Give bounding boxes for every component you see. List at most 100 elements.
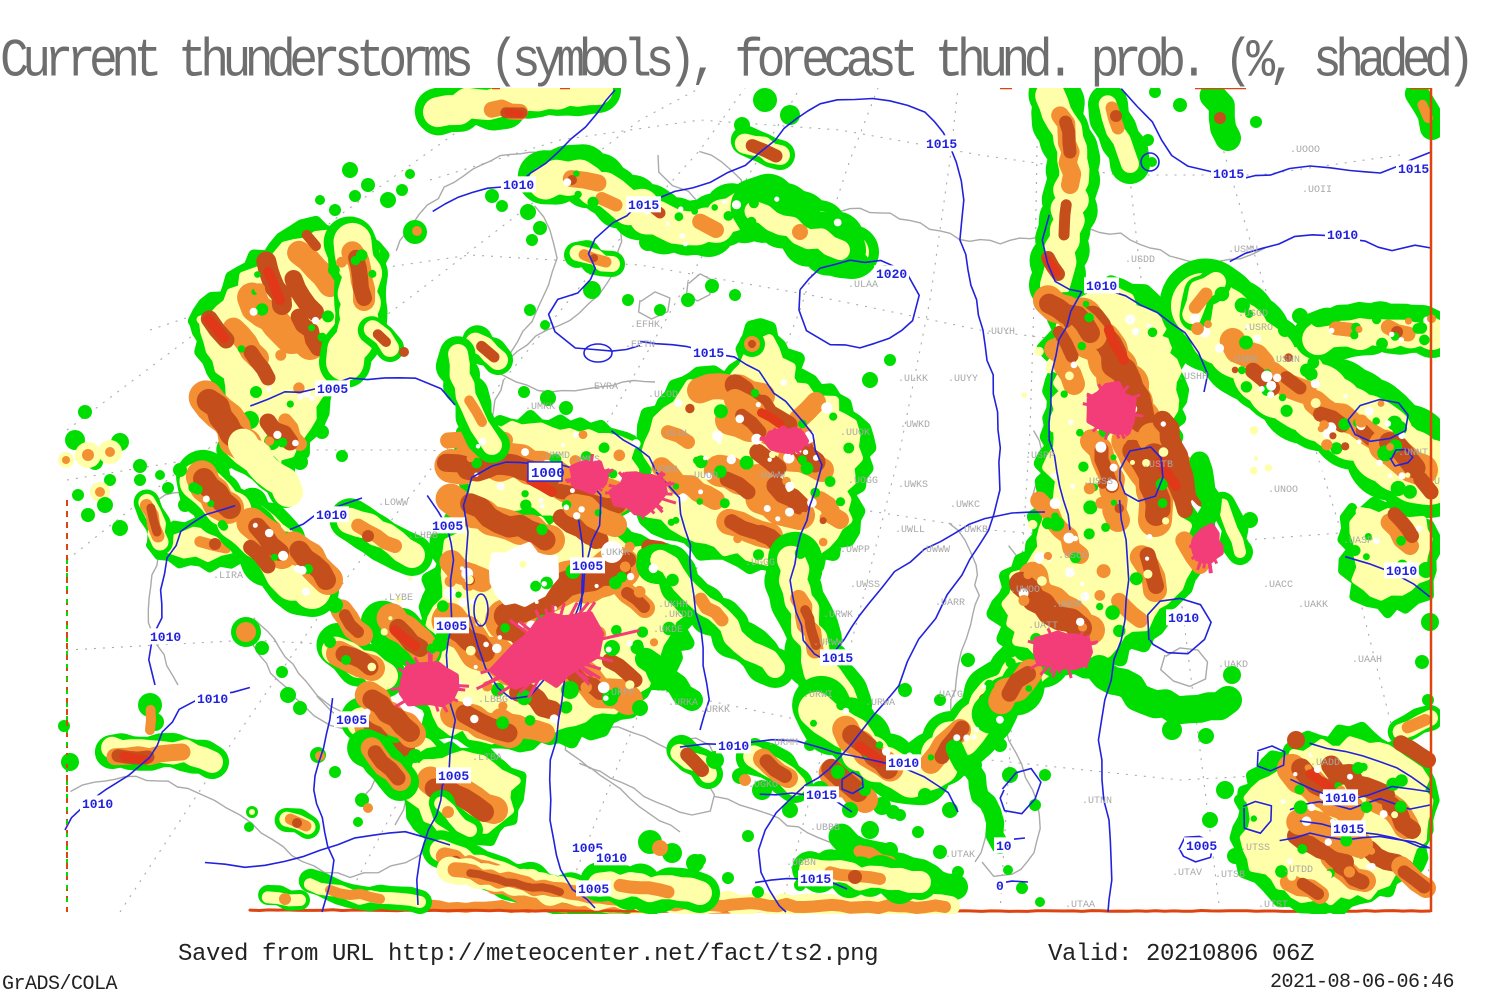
svg-text:.UAAH: .UAAH [1352, 655, 1382, 666]
svg-text:.ULOD: .ULOD [648, 390, 678, 401]
svg-text:.UTAV: .UTAV [1172, 868, 1202, 879]
svg-text:.USMU: .USMU [1228, 245, 1258, 256]
svg-text:1000: 1000 [531, 466, 565, 482]
svg-text:.UWWW: .UWWW [920, 545, 950, 556]
svg-text:1010: 1010 [82, 797, 113, 812]
svg-text:1010: 1010 [316, 508, 347, 523]
svg-text:.UMMD: .UMMD [540, 451, 570, 462]
svg-text:.UKHH: .UKHH [658, 600, 688, 611]
svg-text:.USNN: .USNN [1270, 355, 1300, 366]
svg-text:.EETN: .EETN [625, 340, 655, 351]
svg-text:1010: 1010 [1327, 228, 1358, 243]
svg-text:.UTSB: .UTSB [1215, 870, 1245, 881]
svg-text:10: 10 [996, 839, 1012, 854]
svg-text:.UUWW: .UUWW [755, 471, 785, 482]
svg-text:.UGGG: .UGGG [745, 558, 775, 569]
svg-text:.USHH: .USHH [1178, 372, 1208, 383]
svg-text:.UOGG: .UOGG [848, 476, 878, 487]
svg-text:.LOWW: .LOWW [378, 498, 408, 509]
svg-text:.UWSS: .UWSS [850, 580, 880, 591]
svg-text:1005: 1005 [436, 619, 467, 634]
svg-text:.UWOR: .UWOR [1052, 600, 1082, 611]
svg-text:.UWKB: .UWKB [958, 525, 988, 536]
svg-text:0: 0 [996, 879, 1004, 894]
svg-text:.UADD: .UADD [1310, 758, 1340, 769]
svg-text:1015: 1015 [1398, 162, 1429, 177]
svg-text:.USDD: .USDD [1125, 255, 1155, 266]
svg-text:.UWOO: .UWOO [1010, 585, 1040, 596]
svg-text:.UOOO: .UOOO [1290, 145, 1320, 156]
svg-text:.UWKD: .UWKD [900, 420, 930, 431]
svg-text:.USPP: .USPP [1025, 451, 1055, 462]
svg-text:.USTB: .USTB [1143, 460, 1173, 471]
svg-text:1010: 1010 [888, 756, 919, 771]
svg-text:.UUYH: .UUYH [985, 327, 1015, 338]
svg-text:.URWK: .URWK [823, 610, 853, 621]
svg-text:.LTBA: .LTBA [472, 753, 502, 764]
svg-text:.UWKS: .UWKS [898, 480, 928, 491]
svg-text:.UBBN: .UBBN [786, 858, 816, 869]
svg-text:.LYBE: .LYBE [383, 593, 413, 604]
svg-text:1010: 1010 [150, 630, 181, 645]
svg-text:.UKDE: .UKDE [653, 625, 683, 636]
svg-text:.LIRA: .LIRA [213, 571, 243, 582]
svg-text:.EFHK: .EFHK [630, 320, 660, 331]
svg-text:.USRO: .USRO [1243, 323, 1273, 334]
svg-text:.UKDD: .UKDD [663, 610, 693, 621]
svg-text:.UTNN: .UTNN [1082, 796, 1112, 807]
svg-text:1010: 1010 [503, 178, 534, 193]
svg-text:1015: 1015 [926, 137, 957, 152]
svg-text:.ULKK: .ULKK [898, 374, 928, 385]
svg-text:.UATT: .UATT [1028, 621, 1058, 632]
svg-text:1015: 1015 [1333, 822, 1364, 837]
svg-text:1015: 1015 [1213, 167, 1244, 182]
svg-text:.ULAA: .ULAA [848, 280, 878, 291]
svg-text:1005: 1005 [317, 382, 348, 397]
svg-text:.UTAK: .UTAK [945, 850, 975, 861]
svg-text:.UUOO: .UUOO [688, 471, 718, 482]
svg-text:.URKK: .URKK [700, 705, 730, 716]
svg-text:.UWKC: .UWKC [950, 500, 980, 511]
svg-text:.UMKK: .UMKK [525, 402, 555, 413]
svg-text:.USRR: .USRR [1228, 355, 1258, 366]
svg-text:.UBBB: .UBBB [810, 823, 840, 834]
svg-text:.UAKK: .UAKK [1298, 600, 1328, 611]
svg-text:.ULOL: .ULOL [660, 429, 690, 440]
svg-text:.UARR: .UARR [935, 598, 965, 609]
svg-text:.UGKO: .UGKO [748, 780, 778, 791]
svg-text:.UKFF: .UKFF [605, 688, 635, 699]
svg-text:1010: 1010 [1086, 279, 1117, 294]
svg-text:.EVRA: .EVRA [588, 382, 618, 393]
svg-text:1010: 1010 [1386, 564, 1417, 579]
svg-text:1005: 1005 [432, 519, 463, 534]
svg-text:1005: 1005 [336, 713, 367, 728]
svg-text:.UTST: .UTST [1258, 900, 1288, 911]
svg-text:.UNNT: .UNNT [1398, 448, 1428, 459]
svg-text:.UACC: .UACC [1263, 580, 1293, 591]
svg-text:.LBBG: .LBBG [478, 695, 508, 706]
svg-text:.UNBB: .UNBB [1428, 477, 1458, 488]
svg-text:.UOII: .UOII [1302, 185, 1332, 196]
svg-text:1020: 1020 [876, 267, 907, 282]
svg-text:.LHBB: .LHBB [408, 531, 438, 542]
svg-text:1015: 1015 [800, 872, 831, 887]
svg-text:1005: 1005 [1186, 839, 1217, 854]
svg-text:.UAKD: .UAKD [1218, 660, 1248, 671]
svg-text:1005: 1005 [578, 882, 609, 897]
svg-text:1005: 1005 [438, 769, 469, 784]
svg-text:1010: 1010 [1168, 611, 1199, 626]
svg-text:.URWA: .URWA [865, 698, 895, 709]
svg-text:1010: 1010 [1325, 791, 1356, 806]
svg-text:.USGD: .USGD [1238, 309, 1268, 320]
svg-text:1015: 1015 [628, 198, 659, 213]
svg-text:.UOBS: .UOBS [648, 465, 678, 476]
svg-text:.URWI: .URWI [803, 690, 833, 701]
svg-text:.UTSS: .UTSS [1240, 843, 1270, 854]
svg-text:.UTDD: .UTDD [1283, 865, 1313, 876]
svg-text:.UWPP: .UWPP [840, 545, 870, 556]
svg-text:1005: 1005 [572, 559, 603, 574]
svg-text:.UATG: .UATG [933, 690, 963, 701]
svg-text:.UUOK: .UUOK [840, 428, 870, 439]
svg-text:.UASP: .UASP [1343, 536, 1373, 547]
svg-text:.URMM: .URMM [768, 738, 798, 749]
